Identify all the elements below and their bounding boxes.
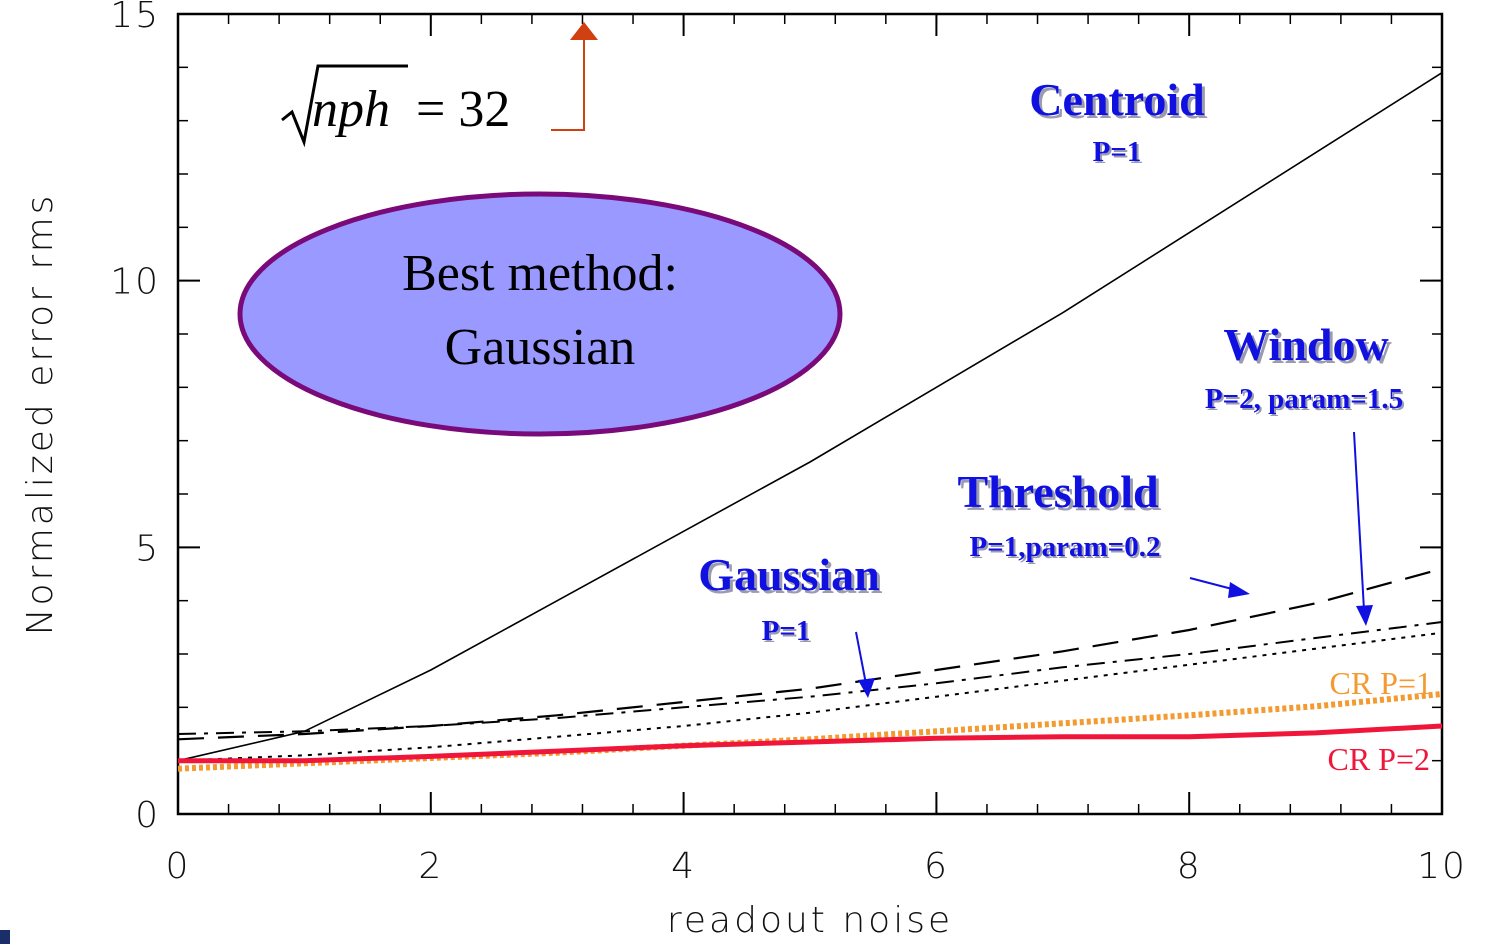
series-line-1 bbox=[177, 72, 1443, 762]
slide-corner-mark bbox=[0, 930, 10, 944]
x-tick-label: 8 bbox=[1177, 846, 1202, 887]
annotation-arrows bbox=[855, 431, 1373, 698]
window-label: Window bbox=[1223, 319, 1388, 370]
formula-annotation: nph = 32 bbox=[281, 64, 510, 148]
cr-p2-label: CR P=2 bbox=[1327, 741, 1430, 777]
window-label-shadow: Window bbox=[1226, 322, 1391, 373]
y-tick-label: 5 bbox=[135, 528, 160, 569]
y-tick-label: 15 bbox=[110, 0, 160, 36]
series-line-4 bbox=[177, 631, 1443, 762]
centroid-param-shadow: P=1 bbox=[1095, 138, 1144, 170]
plot-frame bbox=[176, 12, 1444, 816]
threshold-arrow-line bbox=[1189, 577, 1237, 591]
series-line-2 bbox=[177, 567, 1443, 741]
axis-ticks bbox=[177, 13, 1443, 815]
centroid-param: P=1 bbox=[1093, 136, 1142, 168]
x-tick-label: 4 bbox=[671, 846, 696, 887]
gaussian-label: Gaussian bbox=[698, 549, 880, 600]
centroid-label-shadow: Centroid bbox=[1032, 77, 1208, 128]
threshold-param: P=1,param=0.2 bbox=[970, 531, 1161, 563]
gaussian-label-shadow: Gaussian bbox=[701, 552, 883, 603]
threshold-label-shadow: Threshold bbox=[960, 469, 1162, 520]
x-tick-label: 6 bbox=[924, 846, 949, 887]
up-arrow bbox=[551, 22, 598, 131]
gaussian-arrow-line bbox=[855, 631, 867, 685]
x-tick-label: 10 bbox=[1417, 846, 1467, 887]
up-arrow-line bbox=[551, 38, 585, 131]
threshold-arrow-head bbox=[1228, 582, 1250, 598]
centroid-label: Centroid bbox=[1029, 74, 1205, 125]
x-tick-label: 2 bbox=[418, 846, 443, 887]
x-axis-title: readout noise bbox=[667, 900, 953, 941]
best-method-line2: Gaussian bbox=[445, 319, 636, 376]
series-line-6 bbox=[178, 723, 1443, 764]
y-tick-label: 10 bbox=[110, 262, 160, 303]
threshold-param-shadow: P=1,param=0.2 bbox=[972, 533, 1163, 565]
sqrt-symbol bbox=[281, 64, 408, 148]
best-method-line1: Best method: bbox=[402, 245, 678, 302]
x-tick-label: 0 bbox=[166, 846, 191, 887]
series-layer bbox=[177, 72, 1443, 772]
up-arrow-head bbox=[570, 22, 598, 40]
gaussian-param: P=1 bbox=[762, 615, 811, 647]
gaussian-arrow-head bbox=[858, 678, 875, 698]
threshold-label: Threshold bbox=[957, 466, 1159, 517]
best-method-callout: Best method: Gaussian bbox=[237, 191, 843, 437]
y-axis-title: Normalized error rms bbox=[20, 193, 61, 636]
y-tick-label: 0 bbox=[135, 795, 160, 836]
formula-value: = 32 bbox=[416, 81, 510, 138]
gaussian-param-shadow: P=1 bbox=[764, 617, 813, 649]
window-param-shadow: P=2, param=1.5 bbox=[1207, 385, 1405, 417]
best-method-ellipse bbox=[237, 191, 843, 437]
window-param: P=2, param=1.5 bbox=[1205, 383, 1403, 415]
window-arrow-head bbox=[1356, 605, 1373, 626]
tick-labels: 0 2 4 6 8 10 0 5 10 15 bbox=[110, 0, 1467, 887]
window-arrow-line bbox=[1353, 431, 1365, 611]
cr-p1-label: CR P=1 bbox=[1329, 665, 1432, 701]
formula-variable: nph bbox=[312, 81, 390, 138]
